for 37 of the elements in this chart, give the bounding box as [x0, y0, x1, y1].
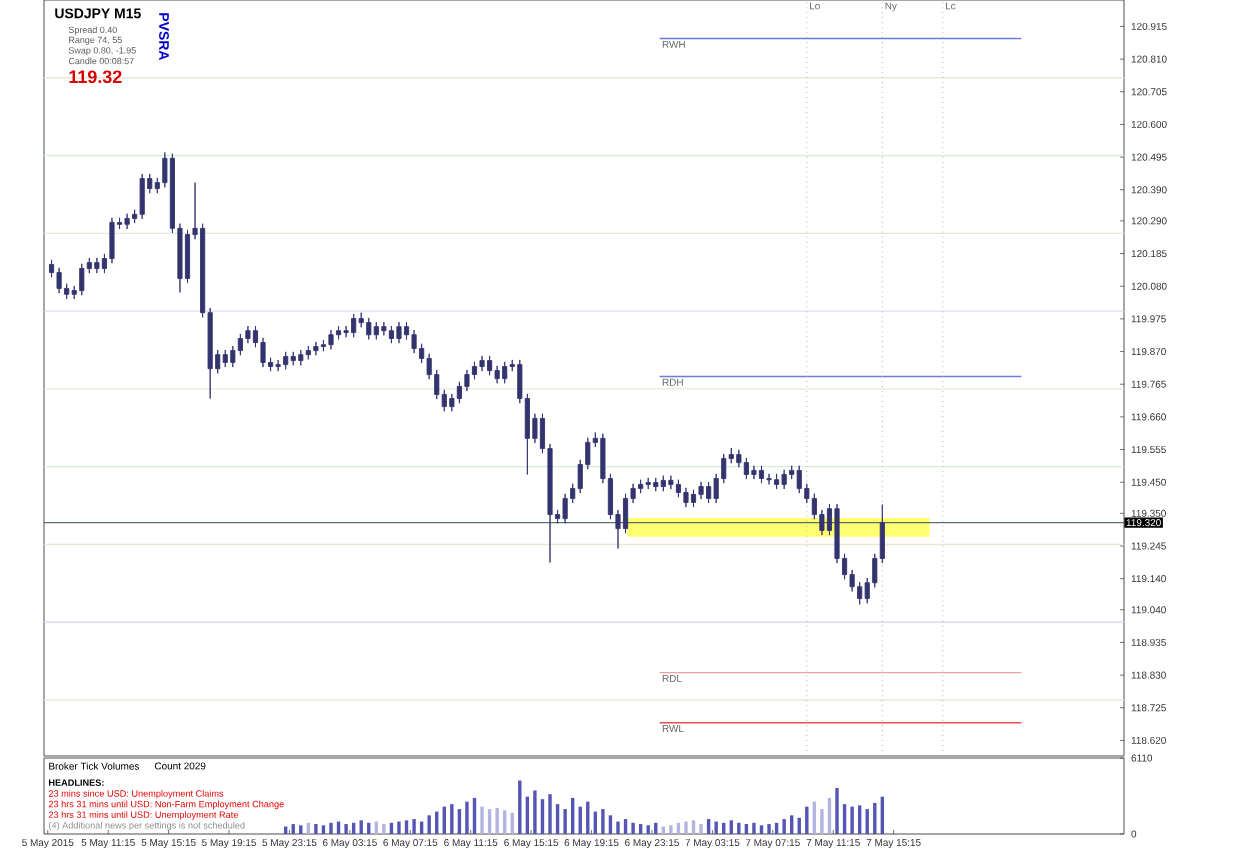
candlestick	[653, 477, 659, 492]
candlestick	[706, 481, 712, 504]
candlestick	[381, 321, 387, 336]
candlestick	[660, 475, 666, 492]
candlestick	[645, 477, 651, 490]
candlestick	[683, 487, 689, 508]
annotation: 119.32	[69, 70, 122, 84]
candlestick	[690, 489, 697, 508]
candlestick	[373, 321, 379, 340]
candlestick	[56, 267, 62, 294]
candlestick	[275, 359, 281, 372]
candlestick	[305, 345, 311, 360]
candlestick	[139, 173, 145, 220]
candlestick	[328, 329, 334, 350]
candlestick	[298, 349, 304, 366]
candlestick	[388, 325, 394, 344]
candlestick	[781, 469, 787, 490]
candlestick	[758, 465, 765, 484]
candlestick	[502, 361, 508, 384]
candlestick	[774, 473, 780, 490]
candlestick	[668, 475, 674, 490]
candlestick	[743, 457, 749, 480]
candlestick	[124, 213, 130, 230]
candlestick	[313, 341, 319, 356]
candlestick	[351, 313, 357, 338]
candlestick	[366, 317, 372, 340]
candlestick	[698, 481, 704, 500]
candlestick	[79, 263, 85, 296]
candlestick	[751, 465, 757, 480]
candlestick	[479, 355, 485, 372]
candlestick	[290, 351, 296, 366]
candlestick	[487, 355, 493, 376]
candlestick	[766, 473, 772, 485]
candlestick	[283, 351, 289, 370]
candlestick	[222, 349, 228, 368]
candlestick	[94, 257, 100, 274]
candlestick	[396, 321, 402, 344]
